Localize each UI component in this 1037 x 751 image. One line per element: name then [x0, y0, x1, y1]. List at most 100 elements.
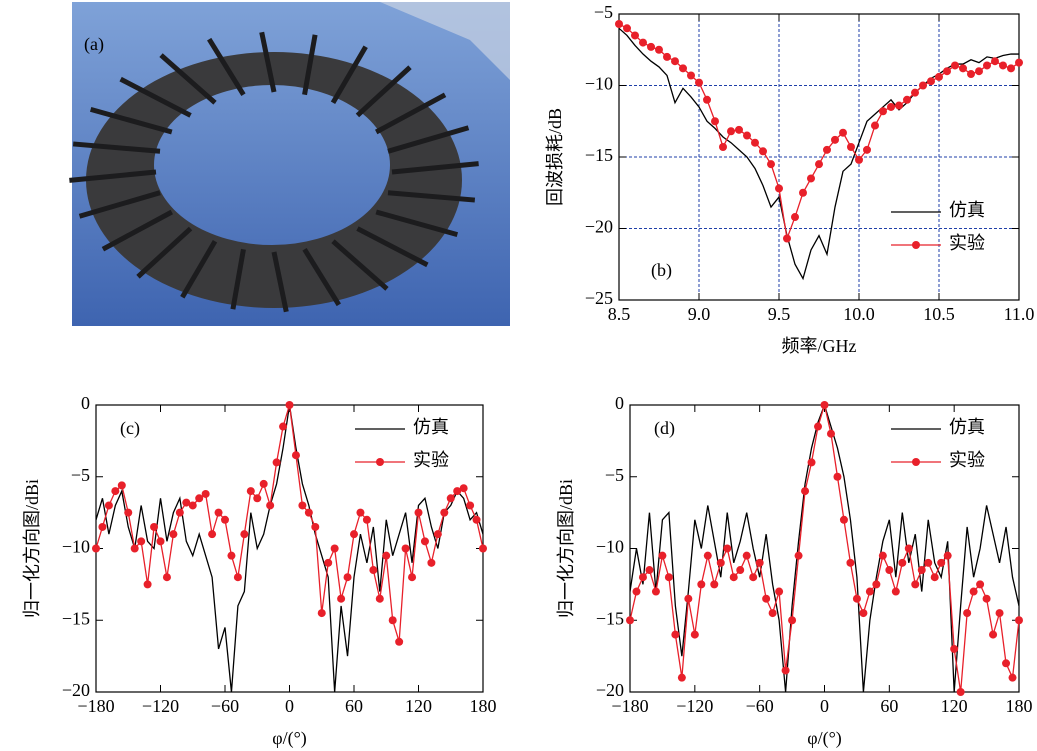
data-point — [395, 637, 404, 646]
data-point — [943, 551, 952, 560]
data-point — [623, 24, 631, 33]
x-tick-label: 10.5 — [923, 304, 955, 324]
data-point — [742, 551, 751, 560]
data-point — [963, 609, 972, 618]
photo-highlight — [380, 2, 510, 80]
data-point — [697, 580, 706, 589]
plot-frame — [618, 13, 1020, 301]
x-tick-label: 180 — [1006, 696, 1033, 716]
y-tick-label: −10 — [585, 74, 613, 94]
x-tick-label: −180 — [611, 696, 648, 716]
data-point — [1015, 58, 1023, 67]
data-point — [690, 630, 699, 639]
fin — [331, 239, 389, 291]
data-point — [879, 107, 887, 116]
data-point — [375, 594, 384, 603]
data-point — [855, 155, 863, 164]
data-point — [969, 587, 978, 596]
data-point — [671, 57, 679, 66]
x-axis-label: 频率/GHz — [782, 336, 857, 356]
legend-label: 实验 — [949, 450, 985, 470]
data-point — [1008, 673, 1017, 682]
data-point — [975, 67, 983, 76]
data-point — [440, 508, 449, 517]
data-point — [999, 61, 1007, 70]
data-point — [807, 458, 816, 467]
y-axis-label: 归一化方向图/dBi — [556, 479, 576, 618]
fin — [136, 226, 193, 279]
data-point — [1002, 659, 1011, 668]
fin — [69, 169, 157, 183]
y-axis-label: 归一化方向图/dBi — [22, 479, 42, 618]
data-point — [401, 544, 410, 553]
fin — [159, 53, 217, 105]
data-point — [801, 487, 810, 496]
data-point — [904, 544, 913, 553]
data-point — [871, 121, 879, 130]
data-point — [794, 551, 803, 560]
data-point — [420, 537, 429, 546]
data-point — [687, 71, 695, 80]
x-axis-label: φ/(°) — [272, 728, 307, 749]
data-point — [826, 429, 835, 438]
fin — [101, 209, 173, 252]
y-tick-label: −15 — [62, 608, 90, 628]
y-tick-label: −5 — [594, 2, 613, 22]
data-point — [433, 530, 442, 539]
data-point — [799, 188, 807, 197]
data-point — [317, 609, 326, 618]
data-point — [304, 508, 313, 517]
y-tick-label: −5 — [605, 465, 624, 485]
series-line — [630, 402, 1019, 693]
data-point — [362, 515, 371, 524]
series-line — [96, 404, 483, 693]
data-point — [117, 481, 126, 490]
data-point — [266, 501, 275, 510]
fin — [302, 247, 341, 307]
data-point — [330, 544, 339, 553]
x-tick-label: 8.5 — [608, 304, 631, 324]
fin — [302, 34, 318, 96]
fin — [387, 190, 476, 203]
y-tick-label: −15 — [585, 145, 613, 165]
ring — [86, 52, 462, 308]
data-point — [137, 537, 146, 546]
x-tick-label: 120 — [941, 696, 968, 716]
data-point — [847, 142, 855, 151]
data-point — [833, 472, 842, 481]
data-point — [162, 573, 171, 582]
x-tick-label: 60 — [880, 696, 898, 716]
data-point — [356, 508, 365, 517]
data-point — [343, 573, 352, 582]
data-point — [459, 484, 468, 493]
data-point — [169, 530, 178, 539]
data-point — [903, 95, 911, 104]
data-point — [466, 501, 475, 510]
data-point — [991, 57, 999, 66]
photo: (a) — [69, 2, 510, 326]
data-point — [651, 587, 660, 596]
data-point — [703, 551, 712, 560]
legend-label: 实验 — [413, 450, 449, 470]
data-point — [98, 522, 107, 531]
y-tick-label: −10 — [596, 537, 624, 557]
data-point — [382, 551, 391, 560]
y-tick-label: −25 — [585, 288, 613, 308]
data-point — [703, 95, 711, 104]
fins — [69, 31, 479, 313]
panel-label: (c) — [120, 418, 140, 439]
data-point — [615, 20, 623, 29]
data-point — [885, 566, 894, 575]
data-point — [214, 508, 223, 517]
data-point — [927, 77, 935, 86]
legend-label: 实验 — [949, 233, 985, 253]
y-tick-label: −20 — [596, 680, 624, 700]
data-point — [775, 184, 783, 193]
data-point — [930, 573, 939, 582]
legend-marker — [912, 458, 920, 466]
data-point — [917, 566, 926, 575]
data-point — [298, 501, 307, 510]
legend-label: 仿真 — [413, 417, 449, 437]
data-point — [647, 42, 655, 51]
